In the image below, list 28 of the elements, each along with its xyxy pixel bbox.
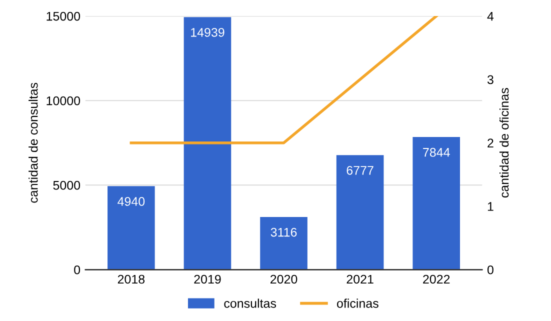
- bar: [260, 216, 308, 270]
- bar: [184, 17, 232, 270]
- x-tick-label: 2020: [270, 274, 298, 284]
- data-label: 6777: [346, 166, 374, 175]
- y2-tick-label: 3: [487, 75, 494, 84]
- y2-tick-label: 1: [488, 202, 494, 211]
- bar: [412, 137, 460, 270]
- x-tick-label: 2021: [346, 274, 374, 284]
- x-tick-label: 2018: [118, 274, 145, 284]
- data-label: 7844: [423, 148, 450, 157]
- data-label: 4940: [118, 197, 145, 206]
- legend-label: oficinas: [337, 298, 378, 308]
- bar: [336, 155, 384, 270]
- x-tick-label: 2022: [423, 274, 450, 284]
- data-label: 14939: [191, 28, 224, 37]
- bar: [108, 186, 155, 270]
- y-axis-title: cantidad de consultas: [28, 82, 38, 203]
- y-tick-label: 5000: [53, 180, 80, 190]
- y-tick-label: 10000: [46, 96, 80, 106]
- y-tick-label: 0: [74, 265, 80, 274]
- x-tick-label: 2019: [194, 274, 221, 284]
- y-tick-label: 15000: [46, 12, 80, 21]
- y2-tick-label: 4: [487, 12, 494, 21]
- legend-label: consultas: [224, 298, 276, 308]
- y2-axis-title: cantidad de oficinas: [499, 88, 509, 198]
- y2-tick-label: 0: [487, 265, 494, 274]
- y2-tick-label: 2: [488, 138, 494, 148]
- data-label: 3116: [270, 228, 297, 237]
